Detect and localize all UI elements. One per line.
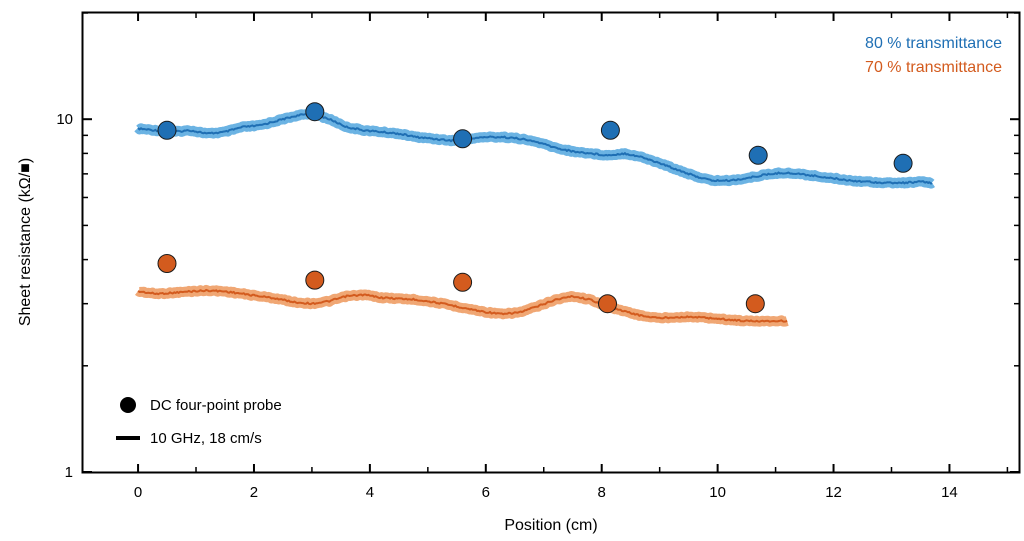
80-transmittance-dc-point (305, 102, 325, 122)
70-transmittance-dc-point (453, 272, 473, 292)
70-transmittance-trace (137, 288, 788, 323)
series-label-80: 80 % transmittance (865, 35, 1002, 52)
x-axis-ticks: 0 2 4 6 8 10 12 14 (134, 13, 1009, 501)
80-transmittance-band (134, 107, 937, 189)
x-tick-label: 2 (250, 484, 258, 501)
70-transmittance-dc-point (157, 254, 177, 273)
x-tick-label: 0 (134, 484, 142, 501)
x-tick-label: 6 (482, 484, 490, 501)
70-transmittance-dc-point (305, 270, 325, 290)
plot-area (134, 102, 937, 327)
series-label-70: 70 % transmittance (865, 59, 1002, 76)
legend: DC four-point probe 10 GHz, 18 cm/s (116, 397, 282, 447)
y-tick-label: 1 (65, 464, 73, 481)
y-axis-title: Sheet resistance (kΩ/■) (17, 158, 34, 326)
80-transmittance-dc-point (453, 129, 473, 149)
x-tick-label: 14 (941, 484, 958, 501)
x-axis-title: Position (cm) (504, 517, 597, 534)
70-transmittance-dc-point (745, 294, 765, 314)
y-axis-ticks: 1 10 (56, 12, 1019, 481)
x-tick-label: 12 (825, 484, 842, 501)
80-transmittance-dc-point (893, 153, 913, 173)
x-tick-label: 10 (709, 484, 726, 501)
legend-line-label: 10 GHz, 18 cm/s (150, 430, 262, 447)
plot-frame (81, 11, 1021, 474)
legend-dc-marker (120, 397, 136, 413)
y-tick-label: 10 (56, 111, 73, 128)
x-tick-label: 8 (598, 484, 606, 501)
80-transmittance-dc-point (600, 120, 620, 140)
70-transmittance-dc-point (598, 294, 617, 314)
80-transmittance-trace (137, 111, 933, 185)
legend-dc-label: DC four-point probe (150, 397, 282, 414)
x-tick-label: 4 (366, 484, 374, 501)
80-transmittance-dc-point (748, 145, 768, 165)
80-transmittance-dc-point (157, 120, 177, 140)
